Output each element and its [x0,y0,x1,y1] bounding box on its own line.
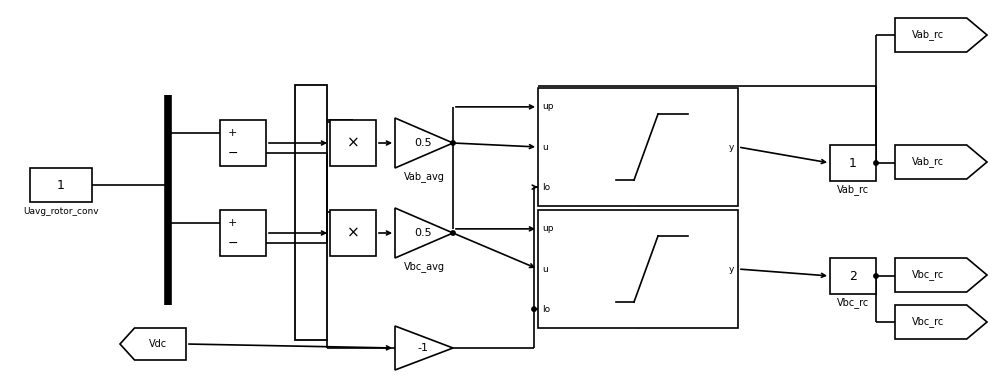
Text: −: − [228,147,238,159]
Text: Vbc_rc: Vbc_rc [912,317,944,328]
Polygon shape [895,18,987,52]
Circle shape [874,161,878,165]
Text: 2: 2 [849,270,857,282]
Polygon shape [895,305,987,339]
Text: Vab_rc: Vab_rc [912,156,944,167]
Bar [330,120,376,166]
Bar [538,88,738,206]
Text: -1: -1 [417,343,428,353]
Circle shape [451,141,455,145]
Text: +: + [228,128,238,138]
Text: y: y [729,142,734,151]
Text: −: − [228,237,238,250]
Circle shape [451,231,455,235]
Text: +: + [228,218,238,228]
Polygon shape [395,326,453,370]
Bar [330,210,376,256]
Text: 0.5: 0.5 [414,228,432,238]
Text: Vab_rc: Vab_rc [837,184,869,195]
Bar [220,210,266,256]
Circle shape [532,307,536,311]
Text: Vbc_rc: Vbc_rc [912,270,944,280]
Polygon shape [395,208,453,258]
Text: Uavg_rotor_conv: Uavg_rotor_conv [23,207,99,216]
Text: Vdc: Vdc [149,339,167,349]
Text: 1: 1 [57,179,65,191]
Polygon shape [895,258,987,292]
Text: u: u [542,142,548,151]
Text: 0.5: 0.5 [414,138,432,148]
Text: 1: 1 [849,156,857,170]
Bar [830,145,876,181]
Text: Vab_rc: Vab_rc [912,30,944,40]
Text: lo: lo [542,182,550,192]
Polygon shape [395,118,453,168]
Text: up: up [542,102,554,111]
Bar [30,168,92,202]
Polygon shape [895,145,987,179]
Text: lo: lo [542,305,550,314]
Bar [538,210,738,328]
Bar [830,258,876,294]
Text: y: y [729,265,734,273]
Text: u: u [542,265,548,273]
Bar [295,85,327,340]
Bar [220,120,266,166]
Text: ×: × [347,226,359,240]
Circle shape [874,274,878,278]
Text: up: up [542,224,554,233]
Polygon shape [120,328,186,360]
Text: Vab_avg: Vab_avg [404,172,444,182]
Text: Vbc_rc: Vbc_rc [837,298,869,308]
Text: ×: × [347,135,359,151]
Text: Vbc_avg: Vbc_avg [404,261,444,272]
